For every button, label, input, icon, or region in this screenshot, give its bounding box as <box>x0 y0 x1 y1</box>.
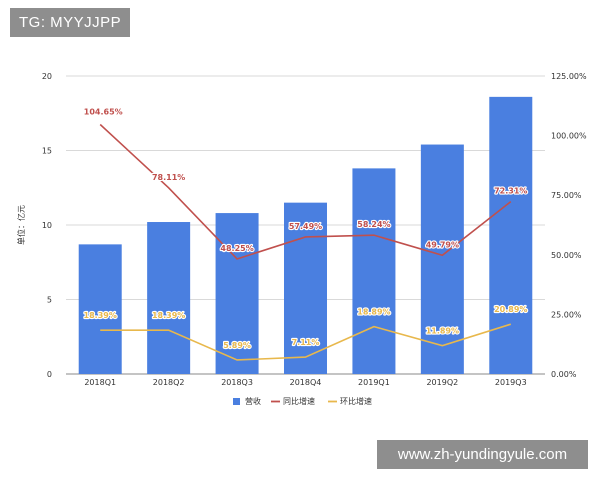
y2-tick-label: 125.00% <box>551 72 587 81</box>
data-labels: 104.65% 78.11% 48.25% 57.49% 58.24% 49.79% 72.… <box>82 106 528 351</box>
y-tick-label: 5 <box>47 296 52 305</box>
x-tick-label: 2019Q2 <box>426 378 458 387</box>
y2-tick-label: 25.00% <box>551 310 582 319</box>
y-axis-label: 单位：亿元 <box>16 205 26 245</box>
revenue-bar <box>352 168 396 374</box>
watermark: www.zh-yundingyule.com <box>377 440 588 469</box>
y-tick-label: 0 <box>47 370 52 379</box>
revenue-bar <box>420 144 464 374</box>
qoq-data-label: 18.39% <box>84 311 117 320</box>
yoy-data-label: 58.24% <box>357 220 390 229</box>
legend: 营收 同比增速 环比增速 <box>233 396 372 406</box>
yoy-growth-line <box>99 123 512 260</box>
revenue-bar <box>78 244 122 374</box>
revenue-bars <box>78 96 533 375</box>
yoy-data-label: 72.31% <box>494 187 527 196</box>
yoy-data-label: 104.65% <box>84 108 123 117</box>
legend-label: 环比增速 <box>340 396 372 406</box>
y2-tick-label: 75.00% <box>551 191 582 200</box>
revenue-bar <box>284 202 327 374</box>
yoy-data-label: 48.25% <box>220 244 253 253</box>
axis-ticks: 0 5 10 15 20 0.00% 25.00% 50.00% 75.00% 100.00% 12… <box>16 72 587 387</box>
qoq-data-label: 18.89% <box>357 308 390 317</box>
y2-tick-label: 0.00% <box>551 370 577 379</box>
y-tick-label: 15 <box>42 147 52 156</box>
yoy-data-label: 57.49% <box>289 222 322 231</box>
x-tick-label: 2019Q1 <box>358 378 390 387</box>
yoy-data-label: 78.11% <box>152 173 185 182</box>
qoq-growth-line <box>100 323 512 361</box>
revenue-bar <box>147 222 191 374</box>
legend-label: 同比增速 <box>283 396 315 406</box>
qoq-data-label: 18.39% <box>152 311 185 320</box>
qoq-data-label: 7.11% <box>292 338 320 347</box>
qoq-data-label: 5.89% <box>223 341 251 350</box>
legend-label: 营收 <box>245 396 261 406</box>
qoq-data-label: 11.89% <box>426 327 459 336</box>
qoq-data-label: 20.89% <box>494 305 527 314</box>
x-tick-label: 2019Q3 <box>495 378 527 387</box>
revenue-bar <box>215 213 259 374</box>
y2-tick-label: 100.00% <box>551 132 587 141</box>
y-tick-label: 20 <box>42 72 52 81</box>
growth-lines <box>99 123 512 361</box>
x-tick-label: 2018Q2 <box>153 378 185 387</box>
y-tick-label: 10 <box>42 221 52 230</box>
x-tick-label: 2018Q1 <box>84 378 116 387</box>
legend-swatch-revenue <box>233 398 240 405</box>
channel-tag: TG: MYYJJPP <box>10 8 131 37</box>
y2-tick-label: 50.00% <box>551 251 582 260</box>
yoy-data-label: 49.79% <box>426 240 459 249</box>
x-tick-label: 2018Q4 <box>290 378 322 387</box>
revenue-bar <box>489 96 533 375</box>
x-tick-label: 2018Q3 <box>221 378 253 387</box>
